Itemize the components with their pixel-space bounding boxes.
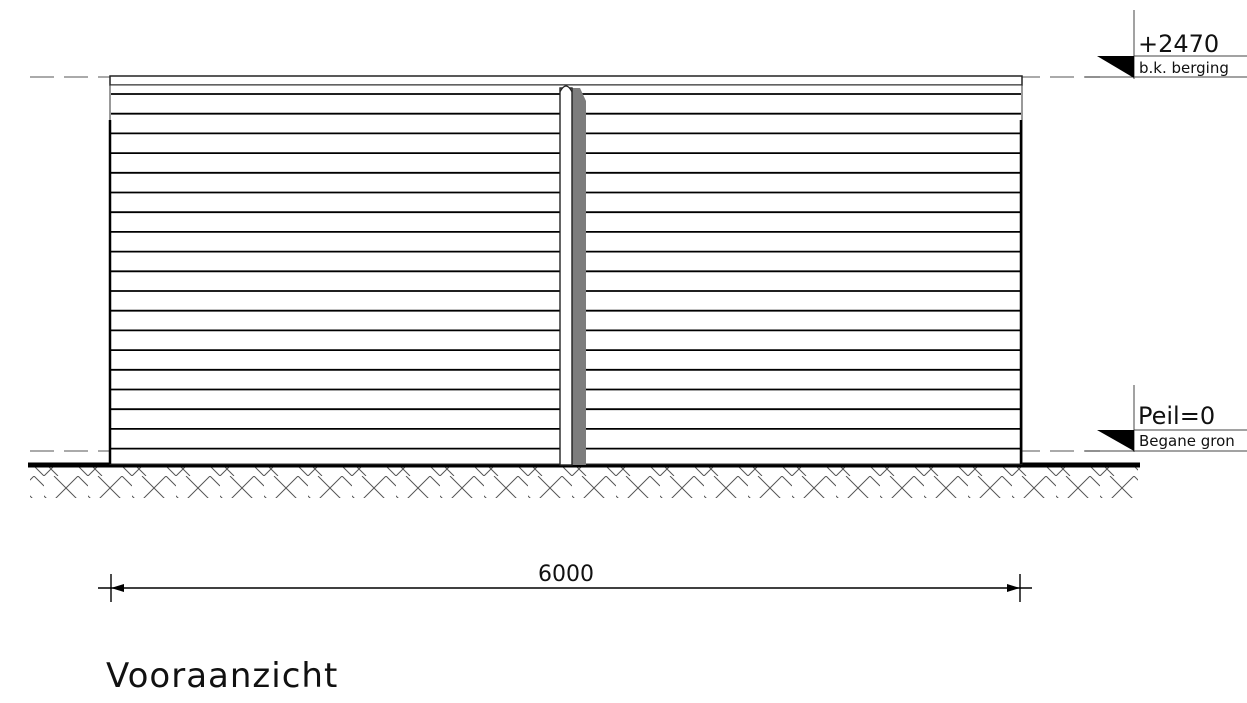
corner-post	[559, 87, 573, 466]
corner-post-shadow	[572, 101, 586, 465]
level-description-top: b.k. berging	[1139, 59, 1229, 77]
level-triangle	[1097, 430, 1134, 451]
view-title: Vooraanzicht	[106, 656, 338, 696]
dimension-arrow-left	[111, 584, 124, 592]
ground-hatch	[30, 466, 1138, 498]
dimension-arrow-right	[1007, 584, 1020, 592]
level-value-ground: Peil=0	[1138, 402, 1215, 430]
level-triangle	[1097, 56, 1134, 78]
level-marker-ground: Peil=0 Begane gron	[1085, 385, 1247, 452]
corner-post-shadow-top	[572, 88, 586, 101]
level-marker-top: +2470 b.k. berging	[1085, 10, 1247, 79]
shed-front-elevation	[108, 75, 1023, 466]
roof-fascia	[109, 75, 1023, 86]
corner-post-cap	[559, 85, 573, 93]
level-value-top: +2470	[1138, 30, 1219, 58]
level-description-ground: Begane gron	[1139, 432, 1235, 450]
dimension-value: 6000	[538, 562, 594, 587]
